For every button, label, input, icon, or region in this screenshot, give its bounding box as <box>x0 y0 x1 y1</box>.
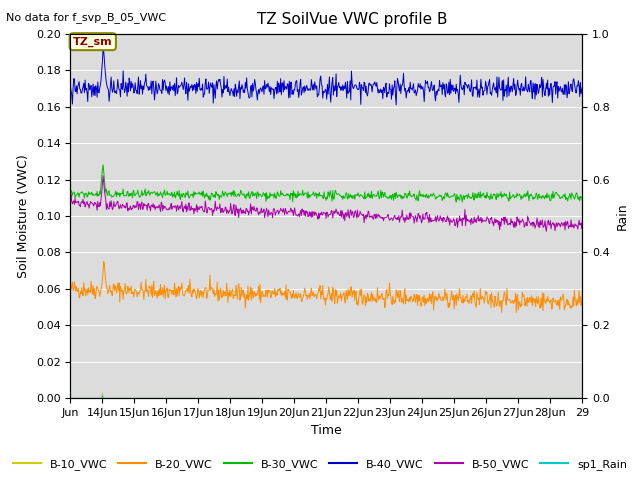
sp1_Rain <box>266 396 274 401</box>
B-30_VWC <box>67 192 74 198</box>
Y-axis label: Rain: Rain <box>616 202 628 230</box>
B-10_VWC <box>127 396 135 401</box>
Y-axis label: Soil Moisture (VWC): Soil Moisture (VWC) <box>17 154 30 278</box>
B-20_VWC <box>100 259 108 264</box>
B-50_VWC <box>380 218 387 224</box>
B-20_VWC <box>247 284 255 290</box>
B-30_VWC <box>266 190 274 195</box>
X-axis label: Time: Time <box>311 424 342 437</box>
B-20_VWC <box>579 291 586 297</box>
B-40_VWC <box>67 83 74 88</box>
sp1_Rain <box>380 396 387 401</box>
B-40_VWC <box>392 102 400 108</box>
Line: B-20_VWC: B-20_VWC <box>70 262 582 312</box>
B-20_VWC <box>513 310 520 315</box>
B-50_VWC <box>67 195 74 201</box>
B-30_VWC <box>127 190 135 196</box>
Line: sp1_Rain: sp1_Rain <box>70 396 582 398</box>
B-20_VWC <box>221 290 229 296</box>
Line: B-10_VWC: B-10_VWC <box>70 393 582 398</box>
sp1_Rain <box>579 396 586 401</box>
B-20_VWC <box>266 288 274 294</box>
B-10_VWC <box>408 396 416 401</box>
Text: TZ_sm: TZ_sm <box>73 36 113 47</box>
B-10_VWC <box>380 396 387 401</box>
B-50_VWC <box>408 214 416 219</box>
B-50_VWC <box>247 201 255 207</box>
B-40_VWC <box>127 78 135 84</box>
Text: TZ SoilVue VWC profile B: TZ SoilVue VWC profile B <box>257 12 447 27</box>
B-50_VWC <box>543 228 550 234</box>
B-30_VWC <box>247 192 255 198</box>
sp1_Rain <box>99 393 106 398</box>
B-30_VWC <box>408 193 416 199</box>
Text: No data for f_svp_B_05_VWC: No data for f_svp_B_05_VWC <box>6 12 166 23</box>
sp1_Rain <box>127 396 135 401</box>
B-40_VWC <box>266 84 274 89</box>
B-40_VWC <box>579 84 586 90</box>
B-10_VWC <box>247 396 255 401</box>
B-40_VWC <box>380 84 387 90</box>
B-30_VWC <box>99 162 107 168</box>
B-20_VWC <box>408 296 416 302</box>
B-10_VWC <box>99 390 106 396</box>
B-50_VWC <box>99 173 107 179</box>
B-30_VWC <box>579 198 586 204</box>
Line: B-40_VWC: B-40_VWC <box>70 48 582 105</box>
B-30_VWC <box>458 199 466 205</box>
sp1_Rain <box>408 396 416 401</box>
Line: B-30_VWC: B-30_VWC <box>70 165 582 202</box>
Line: B-50_VWC: B-50_VWC <box>70 176 582 231</box>
B-50_VWC <box>221 204 229 210</box>
B-10_VWC <box>221 396 229 401</box>
B-50_VWC <box>579 217 586 223</box>
B-10_VWC <box>266 396 274 401</box>
B-10_VWC <box>579 396 586 401</box>
sp1_Rain <box>247 396 255 401</box>
B-10_VWC <box>67 396 74 401</box>
B-20_VWC <box>380 297 387 302</box>
B-40_VWC <box>409 84 417 90</box>
B-40_VWC <box>247 84 255 90</box>
sp1_Rain <box>221 396 229 401</box>
B-30_VWC <box>221 189 229 195</box>
B-20_VWC <box>67 284 74 289</box>
B-50_VWC <box>127 207 135 213</box>
B-50_VWC <box>266 212 274 218</box>
B-40_VWC <box>221 85 229 91</box>
B-40_VWC <box>99 45 107 51</box>
sp1_Rain <box>67 396 74 401</box>
Legend: B-10_VWC, B-20_VWC, B-30_VWC, B-40_VWC, B-50_VWC, sp1_Rain: B-10_VWC, B-20_VWC, B-30_VWC, B-40_VWC, … <box>8 455 632 474</box>
B-20_VWC <box>127 283 135 289</box>
B-30_VWC <box>380 194 387 200</box>
